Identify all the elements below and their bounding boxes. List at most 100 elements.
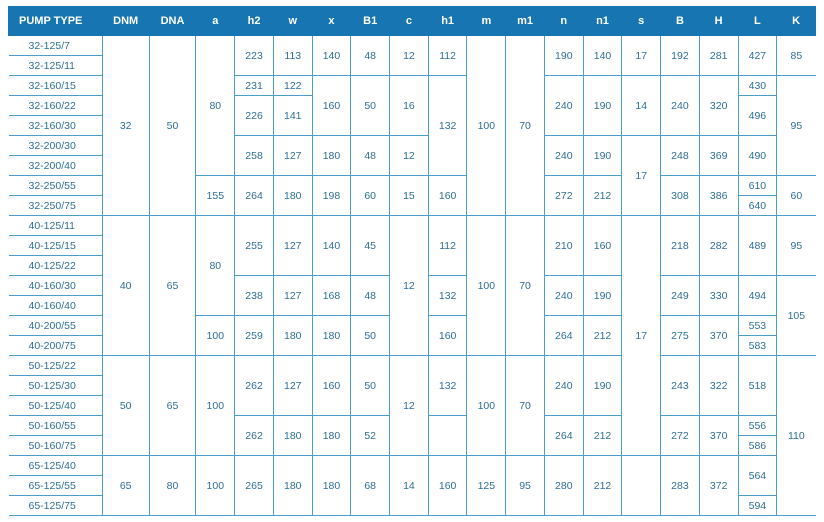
data-cell: 240 xyxy=(544,76,583,136)
data-cell: 190 xyxy=(583,76,622,136)
data-cell: 127 xyxy=(273,356,312,416)
data-cell: 95 xyxy=(777,76,816,176)
data-cell: 80 xyxy=(196,216,235,316)
data-cell: 160 xyxy=(428,176,467,216)
data-cell: 112 xyxy=(428,216,467,276)
pump-type-cell: 32-125/7 xyxy=(9,36,103,56)
col-header: a xyxy=(196,7,235,36)
pump-type-cell: 65-125/75 xyxy=(9,496,103,516)
data-cell: 155 xyxy=(196,176,235,216)
pump-type-cell: 40-200/75 xyxy=(9,336,103,356)
data-cell: 180 xyxy=(312,316,351,356)
data-cell: 50 xyxy=(102,356,149,456)
data-cell: 100 xyxy=(467,36,506,216)
pump-type-cell: 40-125/22 xyxy=(9,256,103,276)
data-cell: 370 xyxy=(699,316,738,356)
data-cell: 180 xyxy=(312,456,351,516)
data-cell: 100 xyxy=(196,456,235,516)
pump-type-cell: 32-200/30 xyxy=(9,136,103,156)
data-cell: 281 xyxy=(699,36,738,76)
data-cell: 198 xyxy=(312,176,351,216)
data-cell xyxy=(428,416,467,456)
data-cell: 265 xyxy=(235,456,274,516)
data-cell: 218 xyxy=(661,216,700,276)
data-cell: 17 xyxy=(622,216,661,456)
data-cell: 60 xyxy=(351,176,390,216)
pump-type-cell: 32-160/30 xyxy=(9,116,103,136)
table-row: 40-125/114065802551271404512112100702101… xyxy=(9,216,816,236)
data-cell: 212 xyxy=(583,456,622,516)
data-cell xyxy=(622,456,661,516)
data-cell: 140 xyxy=(312,216,351,276)
data-cell: 283 xyxy=(661,456,700,516)
col-header: DNM xyxy=(102,7,149,36)
data-cell: 583 xyxy=(738,336,777,356)
col-header: c xyxy=(390,7,429,36)
col-header: L xyxy=(738,7,777,36)
pump-type-cell: 50-160/55 xyxy=(9,416,103,436)
data-cell: 322 xyxy=(699,356,738,416)
data-cell: 231 xyxy=(235,76,274,96)
data-cell: 190 xyxy=(583,136,622,176)
data-cell: 226 xyxy=(235,96,274,136)
pump-type-cell: 40-125/15 xyxy=(9,236,103,256)
data-cell: 586 xyxy=(738,436,777,456)
data-cell: 141 xyxy=(273,96,312,136)
data-cell: 50 xyxy=(351,316,390,356)
col-header: n1 xyxy=(583,7,622,36)
pump-type-cell: 50-160/75 xyxy=(9,436,103,456)
data-cell: 240 xyxy=(661,76,700,136)
pump-type-cell: 40-160/30 xyxy=(9,276,103,296)
col-header: B1 xyxy=(351,7,390,36)
data-cell: 180 xyxy=(273,456,312,516)
data-cell: 427 xyxy=(738,36,777,76)
data-cell: 180 xyxy=(273,176,312,216)
data-cell: 489 xyxy=(738,216,777,276)
data-cell: 65 xyxy=(102,456,149,516)
col-header: B xyxy=(661,7,700,36)
data-cell: 160 xyxy=(312,76,351,136)
pump-type-cell: 50-125/22 xyxy=(9,356,103,376)
data-cell: 262 xyxy=(235,356,274,416)
table-row: 50-125/225065100262127160501213210070240… xyxy=(9,356,816,376)
data-cell: 100 xyxy=(196,356,235,456)
data-cell: 16 xyxy=(390,76,429,136)
data-cell: 12 xyxy=(390,356,429,456)
data-cell: 140 xyxy=(312,36,351,76)
data-cell: 140 xyxy=(583,36,622,76)
col-header: H xyxy=(699,7,738,36)
data-cell: 610 xyxy=(738,176,777,196)
data-cell: 264 xyxy=(544,316,583,356)
data-cell: 180 xyxy=(312,416,351,456)
pump-spec-table: PUMP TYPEDNMDNAah2wxB1ch1mm1nn1sBHLK32-1… xyxy=(8,6,816,516)
data-cell: 12 xyxy=(390,216,429,356)
data-cell: 14 xyxy=(390,456,429,516)
data-cell: 212 xyxy=(583,176,622,216)
data-cell: 308 xyxy=(661,176,700,216)
data-cell: 68 xyxy=(351,456,390,516)
data-cell: 70 xyxy=(506,216,545,356)
data-cell: 248 xyxy=(661,136,700,176)
data-cell: 180 xyxy=(273,316,312,356)
data-cell: 112 xyxy=(428,36,467,76)
data-cell: 122 xyxy=(273,76,312,96)
data-cell: 264 xyxy=(544,416,583,456)
data-cell: 369 xyxy=(699,136,738,176)
data-cell: 255 xyxy=(235,216,274,276)
data-cell: 320 xyxy=(699,76,738,136)
table-row: 65-125/406580100265180180681416012595280… xyxy=(9,456,816,476)
data-cell: 48 xyxy=(351,276,390,316)
data-cell: 48 xyxy=(351,36,390,76)
data-cell: 40 xyxy=(102,216,149,356)
data-cell: 490 xyxy=(738,136,777,176)
data-cell: 127 xyxy=(273,216,312,276)
data-cell: 17 xyxy=(622,136,661,216)
col-header: h1 xyxy=(428,7,467,36)
data-cell: 280 xyxy=(544,456,583,516)
data-cell: 65 xyxy=(149,216,196,356)
data-cell: 372 xyxy=(699,456,738,516)
data-cell: 564 xyxy=(738,456,777,496)
col-header: x xyxy=(312,7,351,36)
data-cell: 100 xyxy=(467,216,506,356)
data-cell: 105 xyxy=(777,276,816,356)
